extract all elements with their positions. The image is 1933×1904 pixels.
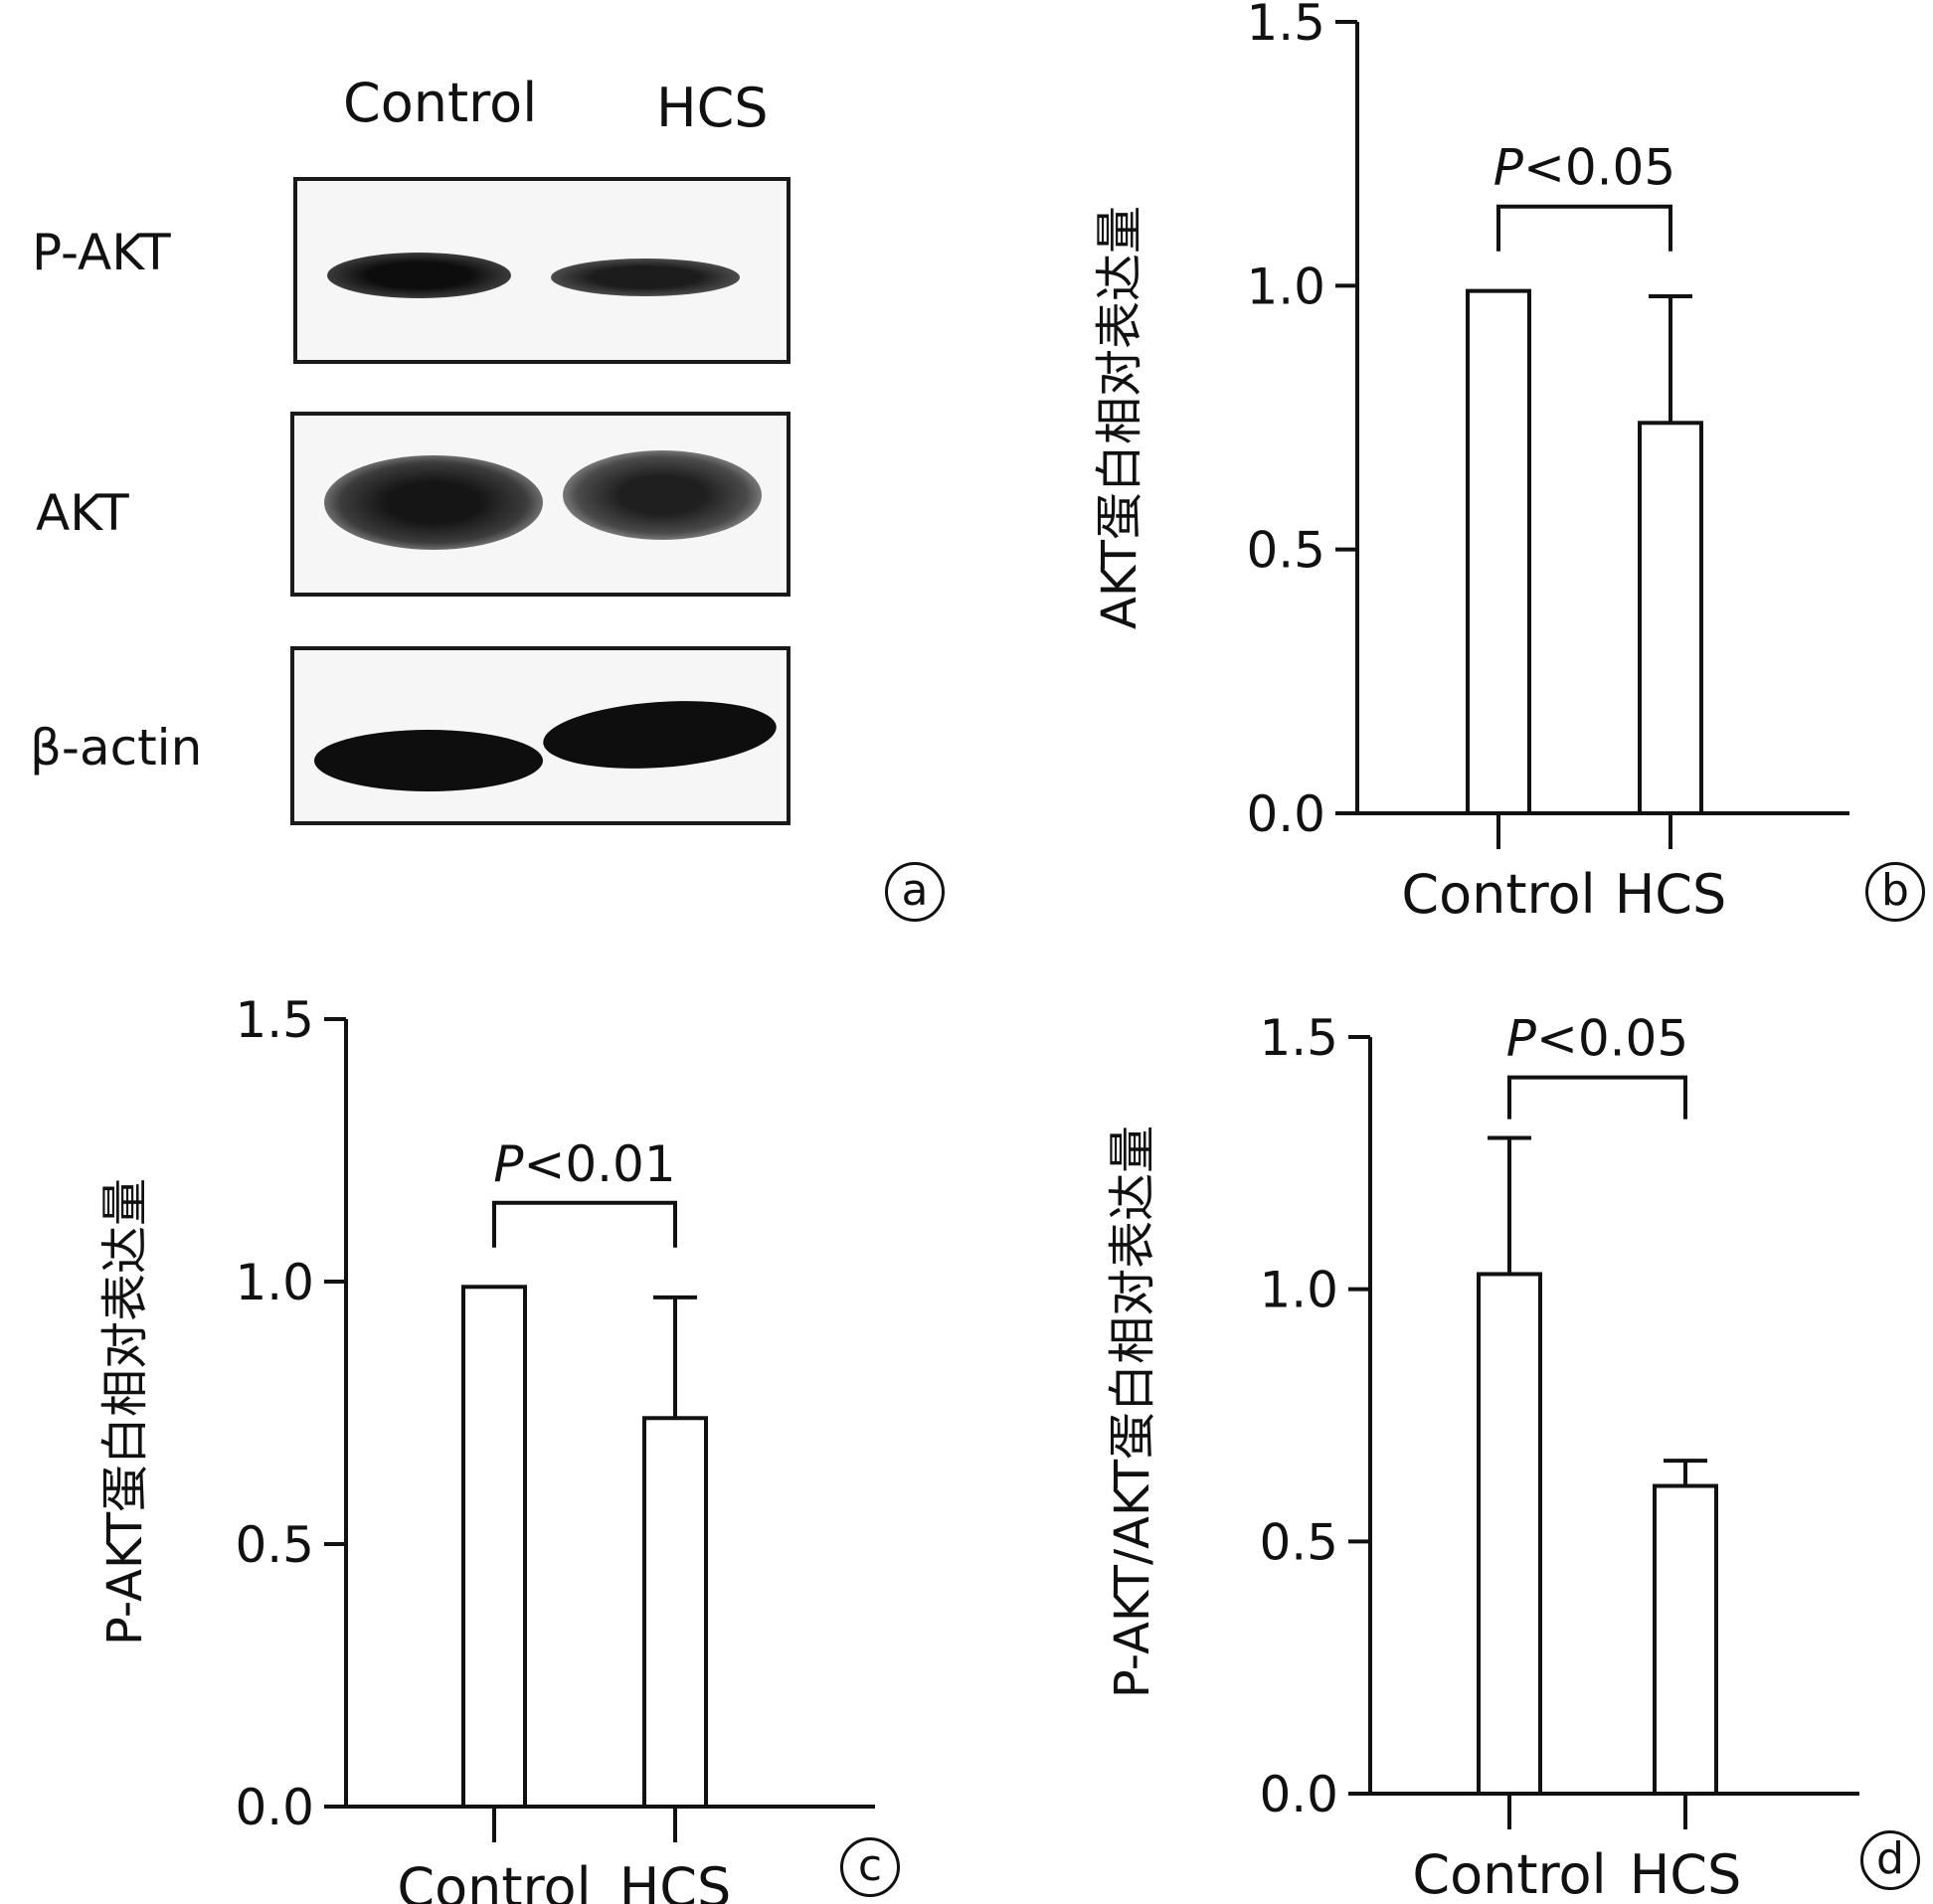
y-tick-label: 0.5 (1259, 1513, 1338, 1571)
y-tick-label: 1.5 (1259, 1009, 1338, 1067)
significance-bracket (492, 1200, 677, 1248)
significance-value: <0.05 (1523, 139, 1675, 197)
y-tick-label: 0.5 (1246, 522, 1325, 580)
y-tick-label: 1.5 (235, 991, 314, 1049)
significance-bracket (1507, 1075, 1687, 1120)
significance-label: P<0.05 (1506, 1010, 1688, 1068)
y-tick-label: 1.0 (235, 1254, 314, 1311)
significance-label: P<0.01 (493, 1135, 675, 1193)
row-label-akt: AKT (36, 484, 129, 542)
bar-hcs (642, 1416, 708, 1810)
bar-hcs (1638, 421, 1703, 815)
chart-panel-c: 0.0 0.5 1.0 1.5 P-AKT蛋白相对表达量 Control HCS P<0.01 (97, 991, 875, 1904)
y-tick-label: 0.5 (235, 1516, 314, 1574)
panel-letter-b: b (1865, 862, 1925, 922)
significance-bracket (1496, 204, 1672, 252)
band-akt-hcs (563, 450, 762, 540)
y-tick-label: 1.0 (1259, 1262, 1338, 1319)
x-tick-label: HCS (1630, 1843, 1742, 1904)
y-tick-label: 1.0 (1246, 258, 1325, 315)
significance-p: P (1494, 139, 1524, 197)
band-p-akt-control (327, 253, 511, 298)
blot-strip-p-akt (293, 177, 791, 364)
y-axis-label: P-AKT/AKT蛋白相对表达量 (1105, 1125, 1160, 1698)
panel-letter-a: a (885, 862, 945, 922)
y-axis-label: AKT蛋白相对表达量 (1092, 206, 1147, 629)
blot-strip-beta-actin (290, 646, 791, 825)
y-tick-label: 0.0 (235, 1779, 314, 1836)
band-beta-actin-control (314, 730, 543, 791)
significance-label: P<0.05 (1494, 139, 1675, 197)
significance-p: P (1506, 1010, 1537, 1068)
y-axis-label: P-AKT蛋白相对表达量 (97, 1178, 153, 1645)
significance-value: <0.05 (1536, 1010, 1688, 1068)
x-tick-label: HCS (1615, 863, 1727, 926)
row-label-p-akt: P-AKT (32, 224, 171, 281)
y-tick-label: 0.0 (1259, 1766, 1338, 1823)
chart-panel-d: 0.0 0.5 1.0 1.5 P-AKT/AKT蛋白相对表达量 Control HCS P<… (1105, 1009, 1859, 1904)
x-tick-label: HCS (619, 1856, 732, 1904)
bar-control (461, 1285, 527, 1809)
significance-p: P (493, 1135, 524, 1193)
panel-letter-d: d (1860, 1830, 1920, 1890)
y-tick-label: 1.5 (1246, 0, 1325, 52)
x-tick-label: Control (1412, 1843, 1606, 1904)
x-tick-label: Control (1401, 863, 1595, 926)
chart-panel-b: 0.0 0.5 1.0 1.5 AKT蛋白相对表达量 Control HCS P<0.05 (1092, 0, 1849, 926)
band-p-akt-hcs (551, 259, 740, 296)
bar-control (1466, 288, 1531, 815)
lane-label-hcs: HCS (656, 77, 769, 139)
lane-label-control: Control (343, 72, 538, 134)
band-akt-control (324, 455, 543, 550)
significance-value: <0.01 (523, 1135, 675, 1193)
bar-control (1477, 1272, 1542, 1796)
x-tick-label: Control (397, 1856, 591, 1904)
bar-hcs (1653, 1483, 1718, 1796)
row-label-beta-actin: β-actin (30, 719, 203, 777)
panel-letter-c: c (840, 1837, 900, 1897)
y-tick-label: 0.0 (1246, 785, 1325, 843)
blot-strip-akt (290, 412, 791, 597)
